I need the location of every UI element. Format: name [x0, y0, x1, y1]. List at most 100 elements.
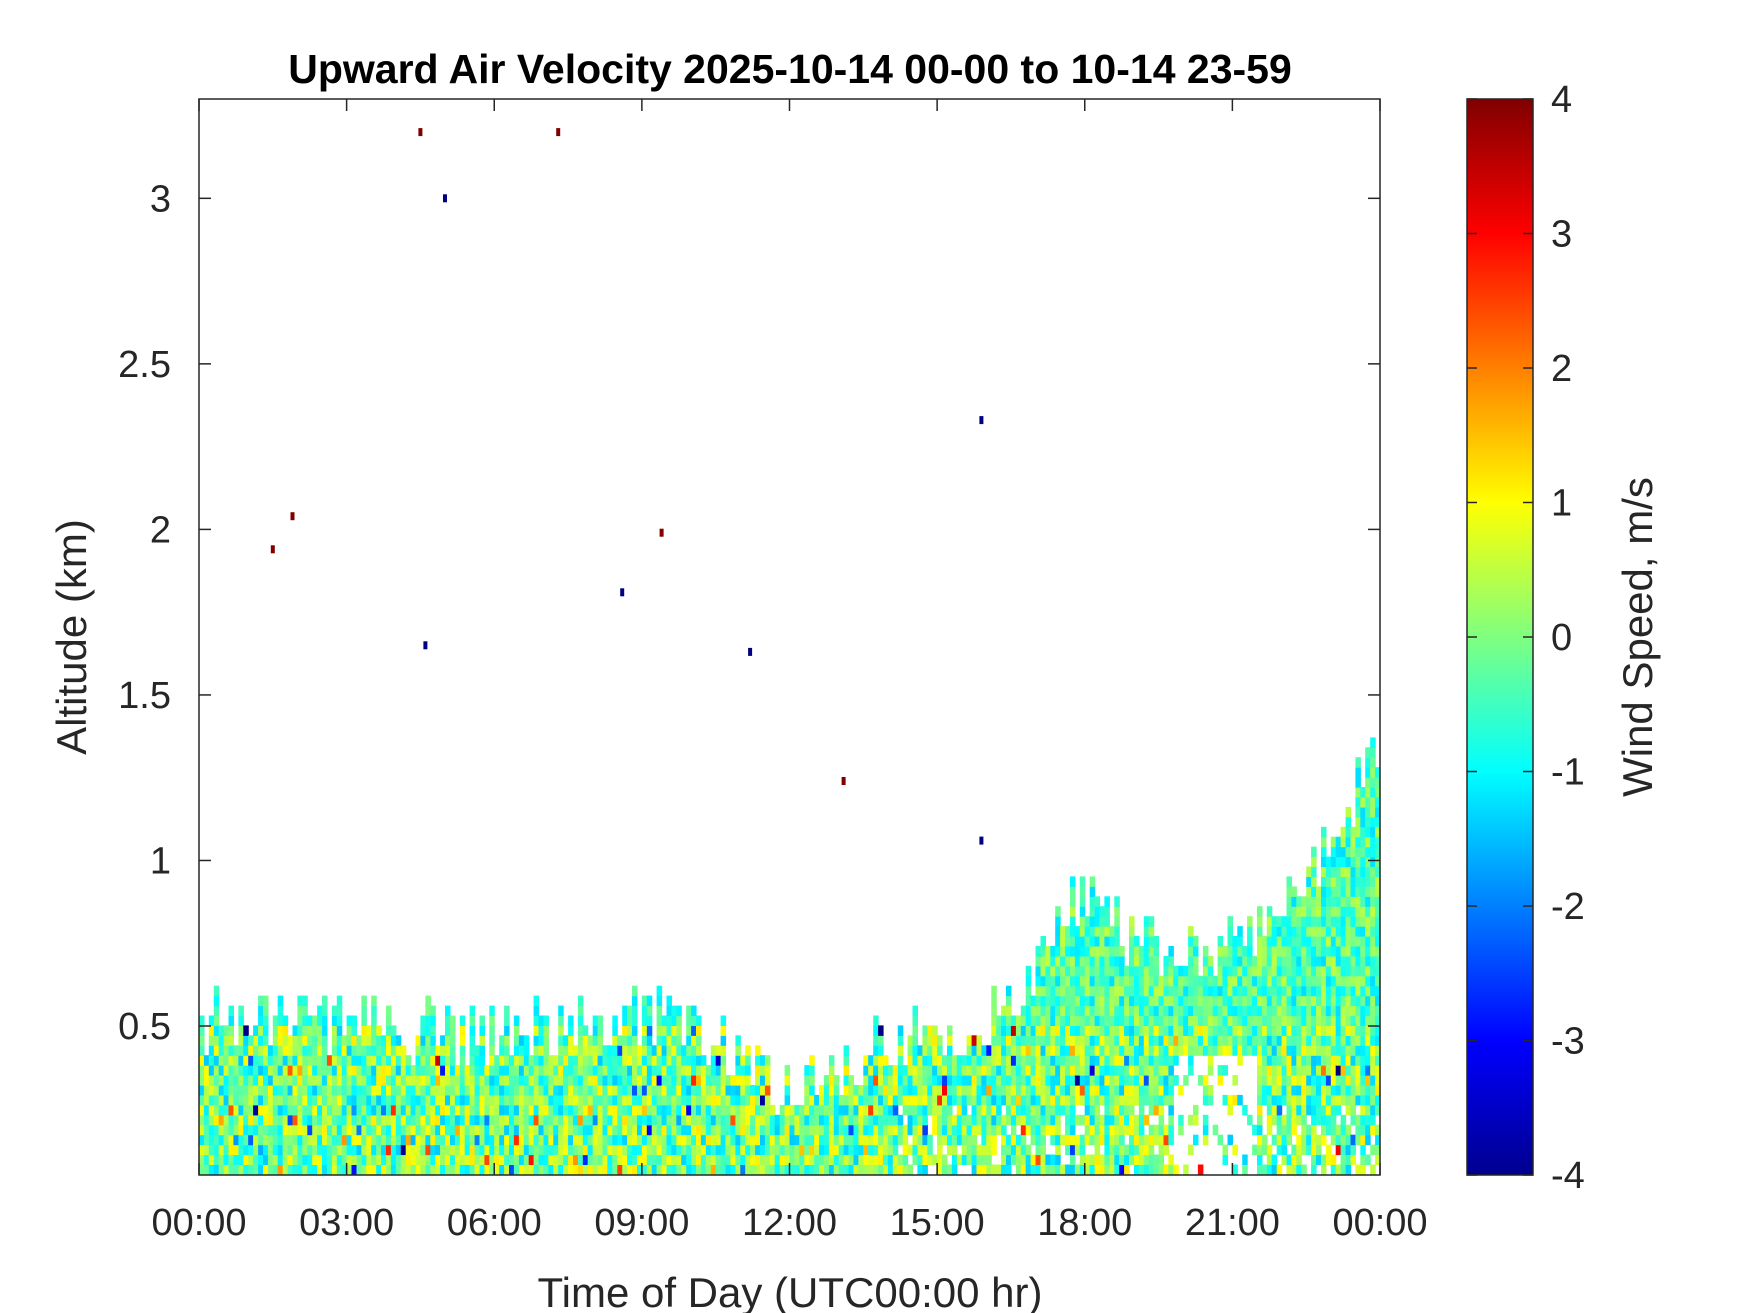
heatmap-cell	[1306, 1035, 1312, 1046]
heatmap-cell	[700, 1104, 707, 1116]
heatmap-cell	[1193, 1134, 1199, 1146]
heatmap-cell	[1296, 1035, 1302, 1046]
heatmap-cell	[617, 1164, 623, 1175]
heatmap-cell	[1001, 1005, 1007, 1017]
heatmap-cell	[1030, 1035, 1037, 1046]
heatmap-cell	[1079, 1094, 1086, 1106]
heatmap-cell	[1321, 876, 1327, 887]
heatmap-cell	[381, 1045, 387, 1056]
heatmap-cell	[563, 1104, 569, 1116]
heatmap-cell	[568, 1134, 574, 1146]
heatmap-cell	[646, 1025, 653, 1036]
heatmap-cell	[297, 1144, 303, 1156]
heatmap-cell	[509, 1065, 515, 1076]
heatmap-cell	[420, 1094, 426, 1106]
heatmap-cell	[513, 1094, 520, 1106]
heatmap-cell	[1010, 1055, 1017, 1066]
heatmap-cell	[331, 1035, 338, 1046]
heatmap-cell	[932, 1065, 938, 1076]
heatmap-cell	[1114, 975, 1120, 987]
heatmap-cell	[479, 1104, 485, 1116]
heatmap-cell	[1345, 1025, 1352, 1036]
heatmap-cell	[489, 1124, 495, 1136]
heatmap-cell	[863, 1114, 869, 1126]
heatmap-cell	[381, 1094, 387, 1106]
heatmap-cell	[671, 1055, 677, 1066]
heatmap-cell	[686, 1005, 692, 1017]
heatmap-cell	[1281, 1114, 1288, 1126]
heatmap-cell	[1321, 1134, 1327, 1146]
heatmap-cell	[1301, 1065, 1307, 1076]
heatmap-cell	[641, 1045, 648, 1056]
heatmap-cell	[1355, 1065, 1361, 1076]
heatmap-cell	[282, 1055, 289, 1066]
heatmap-cell	[238, 1154, 244, 1165]
heatmap-cell	[1207, 1045, 1214, 1056]
heatmap-cell	[715, 1045, 722, 1056]
heatmap-cell	[381, 1085, 387, 1096]
heatmap-cell	[1296, 1114, 1302, 1126]
heatmap-cell	[981, 1075, 987, 1086]
heatmap-cell	[450, 1025, 456, 1036]
heatmap-cell	[1055, 1065, 1061, 1076]
heatmap-cell	[779, 1104, 786, 1116]
heatmap-cell	[868, 1055, 874, 1066]
heatmap-cell	[371, 1025, 377, 1036]
heatmap-cell	[1079, 1065, 1086, 1076]
heatmap-cell	[1035, 1164, 1041, 1175]
heatmap-cell	[1006, 1065, 1012, 1076]
heatmap-cell	[1360, 1154, 1366, 1165]
heatmap-cell	[981, 1065, 987, 1076]
heatmap-cell	[430, 1164, 436, 1175]
heatmap-cell	[1094, 955, 1101, 967]
heatmap-cell	[1060, 1045, 1066, 1056]
heatmap-cell	[651, 1104, 658, 1116]
heatmap-cell	[671, 1094, 677, 1106]
heatmap-cell	[641, 1065, 648, 1076]
heatmap-cell	[1084, 1005, 1091, 1017]
heatmap-cell	[1040, 1015, 1046, 1026]
heatmap-cell	[1202, 1045, 1209, 1056]
heatmap-cell	[504, 1025, 510, 1036]
heatmap-cell	[233, 1144, 239, 1156]
heatmap-cell	[1114, 995, 1120, 1007]
heatmap-cell	[755, 1094, 761, 1106]
heatmap-cell	[292, 1025, 298, 1036]
heatmap-cell	[1350, 1154, 1356, 1165]
heatmap-cell	[779, 1114, 786, 1126]
heatmap-cell	[533, 1075, 540, 1086]
heatmap-cell	[469, 1124, 476, 1136]
heatmap-cell	[1365, 1114, 1371, 1126]
heatmap-cell	[272, 1114, 279, 1126]
heatmap-cell	[1158, 1154, 1165, 1165]
heatmap-cell	[1099, 985, 1105, 997]
heatmap-cell	[666, 1075, 672, 1086]
heatmap-cell	[543, 1035, 549, 1046]
heatmap-cell	[922, 1035, 928, 1046]
heatmap-cell	[1055, 1005, 1061, 1017]
heatmap-cell	[489, 1005, 495, 1017]
heatmap-cell	[1321, 965, 1327, 977]
heatmap-cell	[1084, 1055, 1091, 1066]
heatmap-cell	[1355, 856, 1361, 868]
heatmap-cell	[696, 1085, 702, 1096]
heatmap-cell	[297, 1134, 303, 1146]
heatmap-cell	[523, 1104, 530, 1116]
heatmap-cell	[755, 1164, 761, 1175]
heatmap-cell	[666, 1085, 672, 1096]
heatmap-cell	[1325, 946, 1332, 957]
heatmap-cell	[253, 1075, 259, 1086]
heatmap-cell	[927, 1154, 933, 1165]
heatmap-cell	[435, 1134, 441, 1146]
heatmap-cell	[996, 1045, 1002, 1056]
heatmap-cell	[1370, 816, 1376, 828]
heatmap-cell	[1010, 1134, 1017, 1146]
heatmap-cell	[892, 1114, 899, 1126]
heatmap-cell	[1355, 787, 1361, 798]
heatmap-cell	[558, 1144, 564, 1156]
heatmap-cell	[218, 1045, 225, 1056]
heatmap-cell	[326, 1114, 333, 1126]
heatmap-cell	[1257, 916, 1263, 927]
heatmap-cell	[661, 1085, 668, 1096]
heatmap-cell	[632, 1085, 638, 1096]
